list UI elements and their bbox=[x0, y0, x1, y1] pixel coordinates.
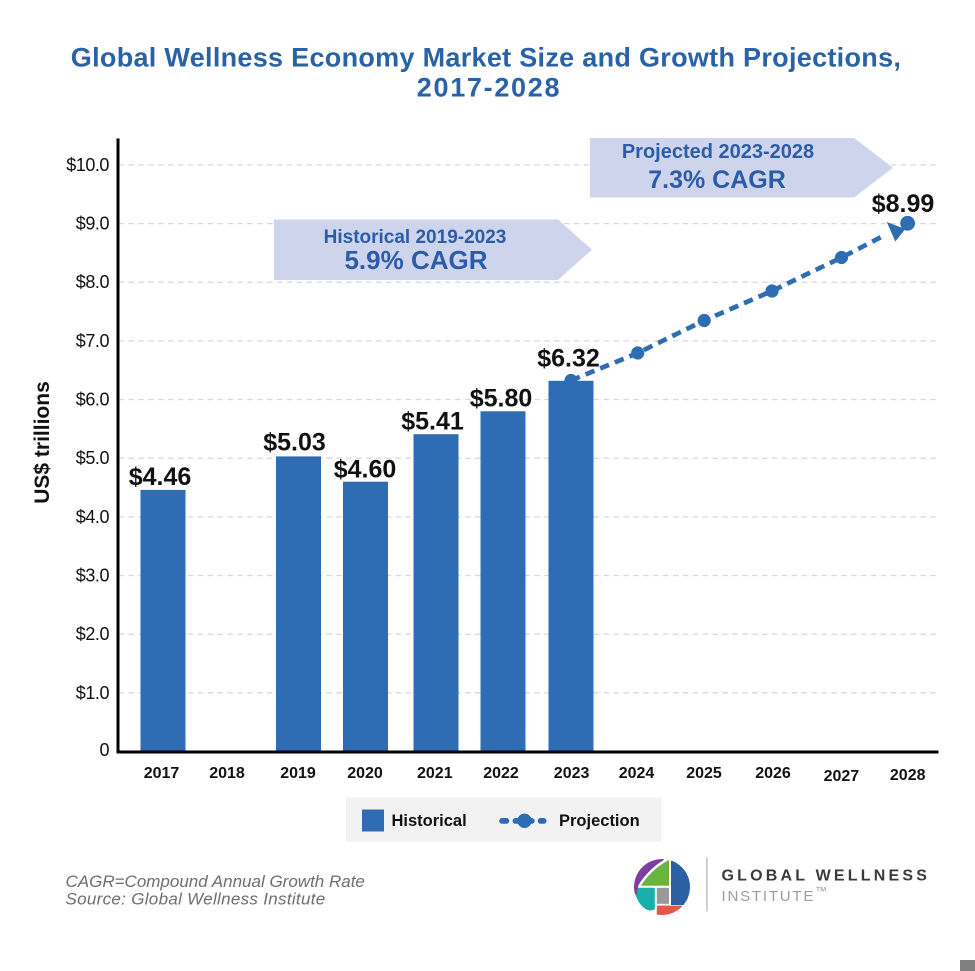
svg-text:Historical: Historical bbox=[392, 812, 467, 830]
svg-text:$1.0: $1.0 bbox=[76, 683, 110, 703]
svg-text:$5.41: $5.41 bbox=[401, 408, 464, 436]
svg-text:$4.60: $4.60 bbox=[334, 456, 397, 484]
svg-text:INSTITUTE: INSTITUTE bbox=[722, 888, 816, 905]
svg-text:$7.0: $7.0 bbox=[76, 331, 110, 351]
svg-text:2023: 2023 bbox=[554, 765, 590, 782]
svg-text:$10.0: $10.0 bbox=[66, 155, 109, 175]
svg-text:$2.0: $2.0 bbox=[76, 624, 110, 644]
svg-text:$4.0: $4.0 bbox=[76, 507, 110, 527]
svg-text:2021: 2021 bbox=[417, 765, 453, 782]
svg-text:2027: 2027 bbox=[824, 768, 860, 785]
svg-text:$8.0: $8.0 bbox=[76, 272, 110, 292]
svg-text:2022: 2022 bbox=[483, 765, 519, 782]
svg-text:$6.0: $6.0 bbox=[76, 390, 110, 410]
svg-text:2018: 2018 bbox=[209, 765, 245, 782]
svg-text:2024: 2024 bbox=[619, 765, 655, 782]
svg-text:GLOBAL WELLNESS: GLOBAL WELLNESS bbox=[722, 867, 931, 884]
svg-text:7.3% CAGR: 7.3% CAGR bbox=[648, 166, 786, 194]
svg-text:Global Wellness Economy Market: Global Wellness Economy Market Size and … bbox=[71, 43, 901, 73]
svg-text:$9.0: $9.0 bbox=[76, 214, 110, 234]
svg-text:$3.0: $3.0 bbox=[76, 566, 110, 586]
svg-text:US$ trillions: US$ trillions bbox=[31, 381, 54, 504]
svg-text:Historical 2019-2023: Historical 2019-2023 bbox=[324, 227, 507, 248]
svg-text:$4.46: $4.46 bbox=[129, 463, 192, 491]
svg-text:Projected 2023-2028: Projected 2023-2028 bbox=[622, 141, 814, 163]
svg-text:$5.0: $5.0 bbox=[76, 448, 110, 468]
svg-text:2028: 2028 bbox=[890, 767, 926, 784]
svg-text:5.9% CAGR: 5.9% CAGR bbox=[344, 245, 487, 275]
svg-text:$6.32: $6.32 bbox=[537, 345, 600, 373]
svg-text:$5.80: $5.80 bbox=[470, 385, 533, 413]
svg-text:2019: 2019 bbox=[280, 765, 316, 782]
svg-text:CAGR=Compound Annual Growth Ra: CAGR=Compound Annual Growth Rate bbox=[66, 872, 365, 891]
svg-text:2026: 2026 bbox=[755, 765, 791, 782]
svg-text:Source: Global Wellness Instit: Source: Global Wellness Institute bbox=[66, 890, 326, 909]
svg-text:™: ™ bbox=[815, 884, 827, 898]
svg-text:$8.99: $8.99 bbox=[872, 190, 935, 218]
svg-text:2020: 2020 bbox=[347, 765, 383, 782]
svg-text:Projection: Projection bbox=[559, 812, 640, 830]
svg-text:2017: 2017 bbox=[144, 765, 180, 782]
svg-text:2017-2028: 2017-2028 bbox=[417, 73, 561, 103]
svg-text:2025: 2025 bbox=[686, 765, 722, 782]
svg-text:0: 0 bbox=[99, 740, 109, 760]
svg-text:$5.03: $5.03 bbox=[263, 429, 326, 457]
